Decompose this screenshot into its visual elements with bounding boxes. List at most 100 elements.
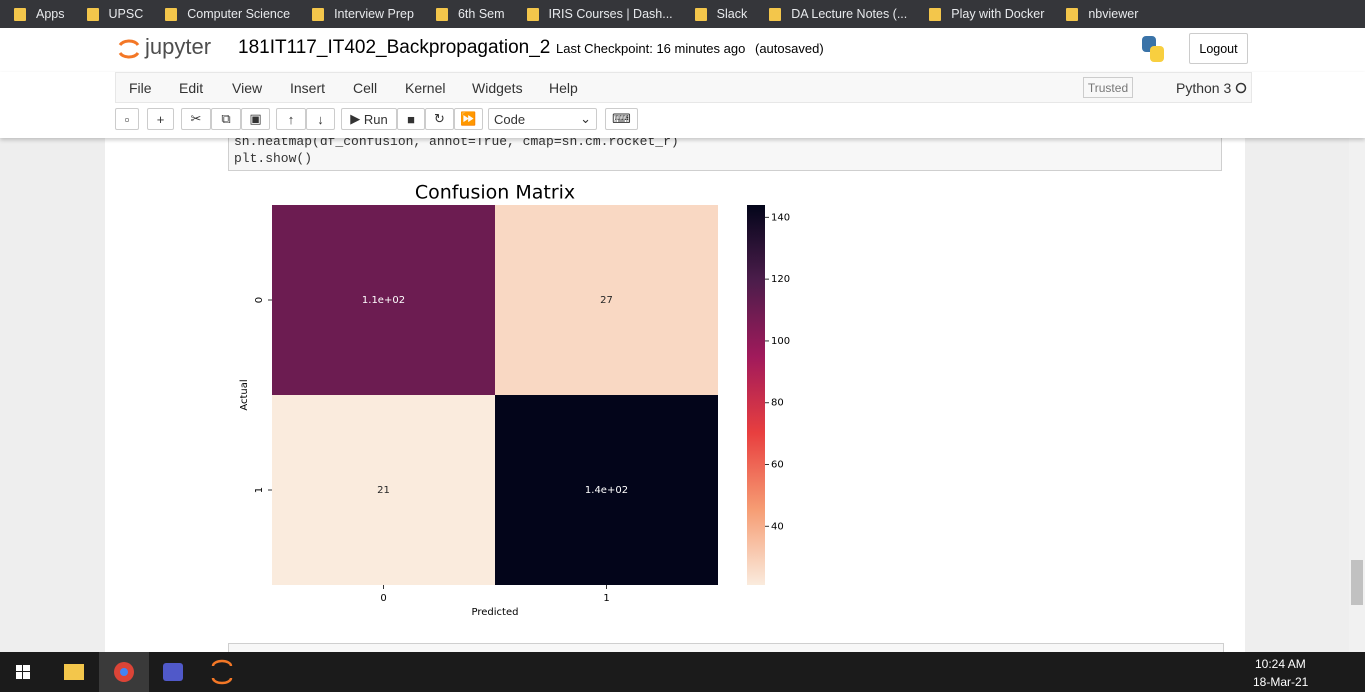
- menu-item[interactable]: Help: [549, 80, 578, 96]
- heatmap-cell: [272, 395, 495, 585]
- bookmark-icon: [1066, 7, 1079, 21]
- bookmark[interactable]: Computer Science: [165, 7, 290, 21]
- heatmap-cell: [272, 205, 495, 395]
- heatmap-cell: [495, 395, 718, 585]
- bookmark[interactable]: Play with Docker: [929, 7, 1044, 21]
- x-axis-label: Predicted: [472, 607, 519, 618]
- taskbar: 10:24 AM 18-Mar-21: [0, 652, 1365, 692]
- bookmark[interactable]: Slack: [694, 7, 748, 21]
- cut-button[interactable]: ✂: [181, 108, 211, 130]
- code-line: sn.heatmap(df_confusion, annot=True, cma…: [234, 138, 679, 149]
- copy-button[interactable]: ⧉: [211, 108, 241, 130]
- restart-run-button[interactable]: ⏩: [454, 108, 483, 130]
- interrupt-button[interactable]: ■: [397, 108, 425, 130]
- menu-item[interactable]: Kernel: [405, 80, 446, 96]
- bookmark-label: Interview Prep: [334, 7, 414, 21]
- code-cell[interactable]: sn.heatmap(df_confusion, annot=True, cma…: [228, 138, 1222, 171]
- run-icon: ▶: [350, 111, 364, 126]
- menu-item[interactable]: Edit: [179, 80, 204, 96]
- bookmarks-bar: Apps UPSC Computer Science Interview Prep 6t…: [0, 0, 1365, 28]
- cell-label: 1.4e+02: [585, 485, 628, 496]
- paste-button[interactable]: ▣: [241, 108, 270, 130]
- chart-title: Confusion Matrix: [415, 182, 575, 204]
- bookmark-icon: [14, 7, 26, 21]
- kernel-name: Python 3: [1176, 80, 1232, 96]
- bookmark-icon: [929, 7, 942, 21]
- bookmark-label: Play with Docker: [951, 7, 1045, 21]
- bookmark[interactable]: IRIS Courses | Dash...: [526, 7, 673, 21]
- menu-item[interactable]: Widgets: [472, 80, 523, 96]
- add-cell-button[interactable]: +: [147, 108, 174, 130]
- cell-label: 27: [600, 295, 613, 306]
- menu-background: [115, 72, 1252, 103]
- menu-item[interactable]: Cell: [353, 80, 378, 96]
- heatmap-cell: [495, 205, 718, 395]
- cell-label: 1.1e+02: [362, 295, 405, 306]
- bookmark[interactable]: UPSC: [86, 7, 144, 21]
- restart-button[interactable]: ↻: [425, 108, 454, 130]
- cell-label: 21: [377, 485, 390, 496]
- next-code-cell[interactable]: [228, 643, 1224, 652]
- jupyter-logo[interactable]: jupyter: [145, 34, 212, 59]
- bookmark[interactable]: Apps: [14, 7, 65, 21]
- colorbar-tick-label: 60: [771, 460, 784, 471]
- menubar: File Edit View Insert Cell Kernel Widgets Help …: [0, 72, 1365, 138]
- bookmark-icon: [435, 7, 448, 21]
- bookmark-icon: [86, 7, 99, 21]
- colorbar-tick-label: 100: [771, 336, 790, 347]
- colorbar: [747, 205, 765, 585]
- bookmark-icon: [312, 7, 325, 21]
- run-button[interactable]: ▶ Run: [341, 108, 397, 130]
- bookmark-icon: [526, 7, 539, 21]
- y-tick-label: 1: [254, 487, 265, 493]
- bookmark-label: IRIS Courses | Dash...: [548, 7, 673, 21]
- bookmark[interactable]: 6th Sem: [435, 7, 505, 21]
- bookmark-label: Computer Science: [187, 7, 291, 21]
- command-palette-button[interactable]: ⌨: [605, 108, 638, 130]
- save-button[interactable]: ▫: [115, 108, 139, 130]
- x-tick-label: 1: [603, 593, 609, 604]
- move-down-button[interactable]: ↓: [306, 108, 335, 130]
- colorbar-tick-label: 80: [771, 398, 784, 409]
- bookmark[interactable]: nbviewer: [1066, 7, 1138, 21]
- bookmark-icon: [769, 7, 782, 21]
- checkpoint: Last Checkpoint: 16 minutes ago: [556, 41, 746, 56]
- clock-date[interactable]: 18-Mar-21: [1253, 675, 1309, 689]
- bookmark[interactable]: DA Lecture Notes (...: [769, 7, 907, 21]
- run-label: Run: [363, 111, 388, 127]
- y-axis-label: Actual: [239, 379, 250, 410]
- menu-item[interactable]: View: [232, 80, 263, 96]
- autosave: (autosaved): [755, 41, 824, 56]
- dropdown-arrow: ⌄: [580, 111, 591, 126]
- notebook-container: sn.heatmap(df_confusion, annot=True, cma…: [105, 138, 1245, 652]
- logout-button[interactable]: Logout: [1189, 33, 1248, 64]
- notebook-name[interactable]: 181IT117_IT402_Backpropagation_2: [238, 37, 551, 58]
- menu-item[interactable]: File: [129, 80, 152, 96]
- scroll-thumb[interactable]: [1351, 560, 1363, 605]
- chart: Confusion Matrix 1.1e+02 27 21 1.4e+02 0 1 0 1 Pr…: [239, 182, 790, 619]
- x-tick-label: 0: [380, 593, 386, 604]
- cell-type-select[interactable]: Code ⌄: [488, 108, 597, 130]
- scrollbar[interactable]: [1349, 138, 1365, 652]
- y-tick-label: 0: [254, 297, 265, 303]
- menu-item[interactable]: Insert: [290, 80, 326, 96]
- bookmark[interactable]: Interview Prep: [312, 7, 414, 21]
- bookmark-label: DA Lecture Notes (...: [791, 7, 908, 21]
- colorbar-tick-label: 140: [771, 212, 790, 223]
- colorbar-tick-label: 120: [771, 274, 790, 285]
- bookmark-label: Slack: [716, 7, 748, 21]
- cell-type: Code: [494, 111, 526, 127]
- code-line: plt.show(): [234, 151, 313, 166]
- bookmark-icon: [694, 7, 707, 21]
- move-up-button[interactable]: ↑: [276, 108, 306, 130]
- trusted-indicator[interactable]: Trusted: [1083, 77, 1133, 98]
- kernel-status: [1235, 82, 1247, 94]
- taskbar-icons: [16, 652, 233, 692]
- clock-time[interactable]: 10:24 AM: [1255, 657, 1306, 671]
- python-logo: [1142, 36, 1164, 62]
- jupyter-logo-icon: [118, 39, 140, 59]
- notebook-header: jupyter 181IT117_IT402_Backpropagation_2…: [0, 28, 1365, 72]
- bookmark-label: UPSC: [108, 7, 144, 21]
- bookmark-label: nbviewer: [1088, 7, 1139, 21]
